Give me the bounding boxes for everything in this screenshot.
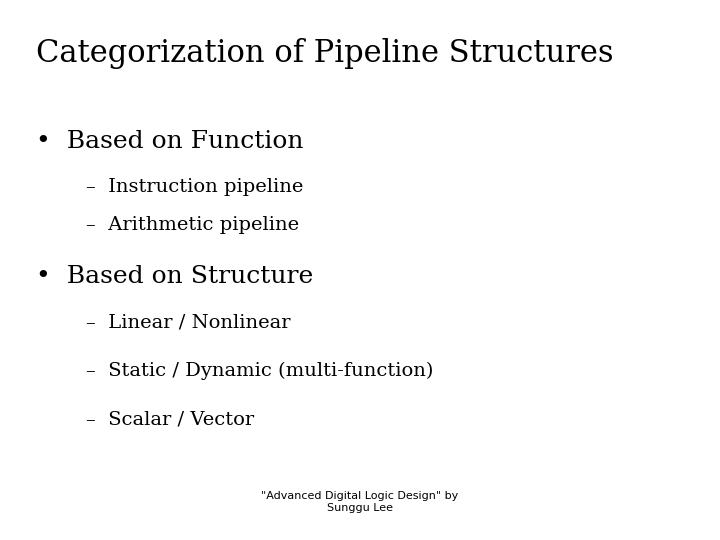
Text: –  Instruction pipeline: – Instruction pipeline xyxy=(86,178,304,196)
Text: •  Based on Function: • Based on Function xyxy=(36,130,304,153)
Text: –  Linear / Nonlinear: – Linear / Nonlinear xyxy=(86,313,291,331)
Text: –  Arithmetic pipeline: – Arithmetic pipeline xyxy=(86,216,300,234)
Text: Categorization of Pipeline Structures: Categorization of Pipeline Structures xyxy=(36,38,613,69)
Text: –  Scalar / Vector: – Scalar / Vector xyxy=(86,410,255,428)
Text: •  Based on Structure: • Based on Structure xyxy=(36,265,313,288)
Text: –  Static / Dynamic (multi-function): – Static / Dynamic (multi-function) xyxy=(86,362,433,380)
Text: "Advanced Digital Logic Design" by
Sunggu Lee: "Advanced Digital Logic Design" by Sungg… xyxy=(261,491,459,513)
